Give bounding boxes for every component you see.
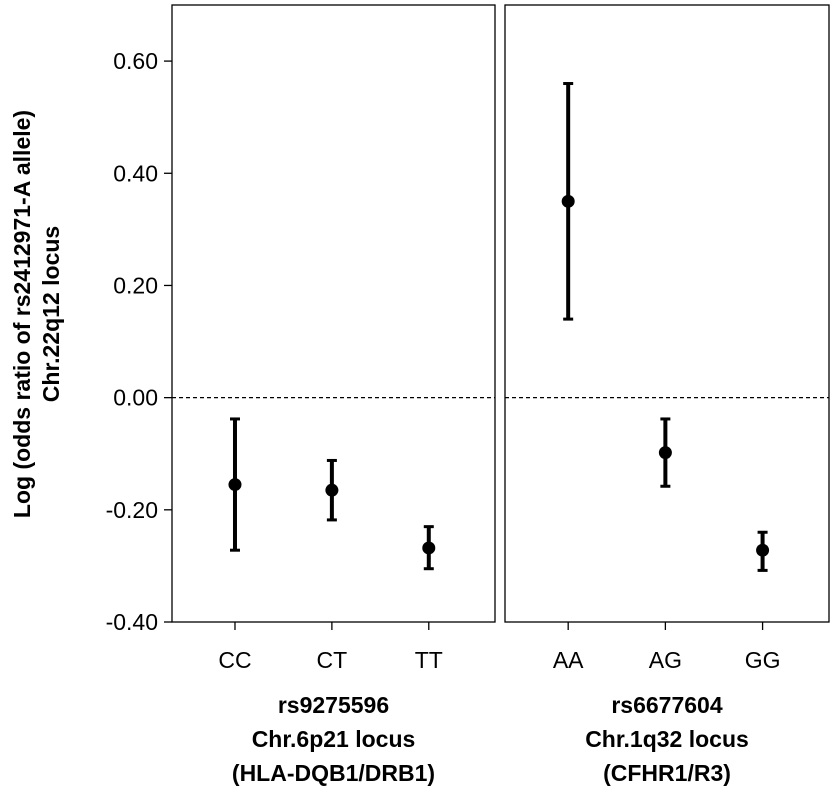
plot-marks: 0.60 0.40 0.20 0.00 -0.20 -0.40 CC CT TT rs927559… [106,48,829,786]
data-point [658,446,672,460]
x-axis-title-line: Chr.6p21 locus [252,726,416,752]
x-axis-title-line: Chr.1q32 locus [585,726,749,752]
x-tick-label: GG [745,647,781,673]
x-tick-label: TT [415,647,443,673]
y-axis-title-line2: Chr.22q12 locus [38,226,64,402]
x-tick-label: CT [317,647,348,673]
x-axis-title-line: (CFHR1/R3) [603,760,731,786]
y-tick-label: -0.20 [106,497,158,523]
y-tick-label: -0.40 [106,609,158,635]
x-axis-title-line: rs6677604 [611,692,722,718]
data-point [228,478,242,492]
y-tick-label: 0.40 [113,160,158,186]
panel-right-frame [504,4,830,623]
x-tick-label: AA [553,647,584,673]
y-tick-label: 0.00 [113,385,158,411]
data-point [561,194,575,208]
x-axis-title-line: (HLA-DQB1/DRB1) [232,760,435,786]
data-point [756,543,770,557]
y-tick-label: 0.20 [113,272,158,298]
y-axis-title-line1: Log (odds ratio of rs2412971-A allele) [9,110,35,518]
x-tick-label: AG [649,647,682,673]
x-tick-label: CC [218,647,251,673]
data-point [422,541,436,555]
panel-left-frame [171,4,496,623]
data-point [325,483,339,497]
x-axis-title-line: rs9275596 [278,692,389,718]
y-tick-label: 0.60 [113,48,158,74]
